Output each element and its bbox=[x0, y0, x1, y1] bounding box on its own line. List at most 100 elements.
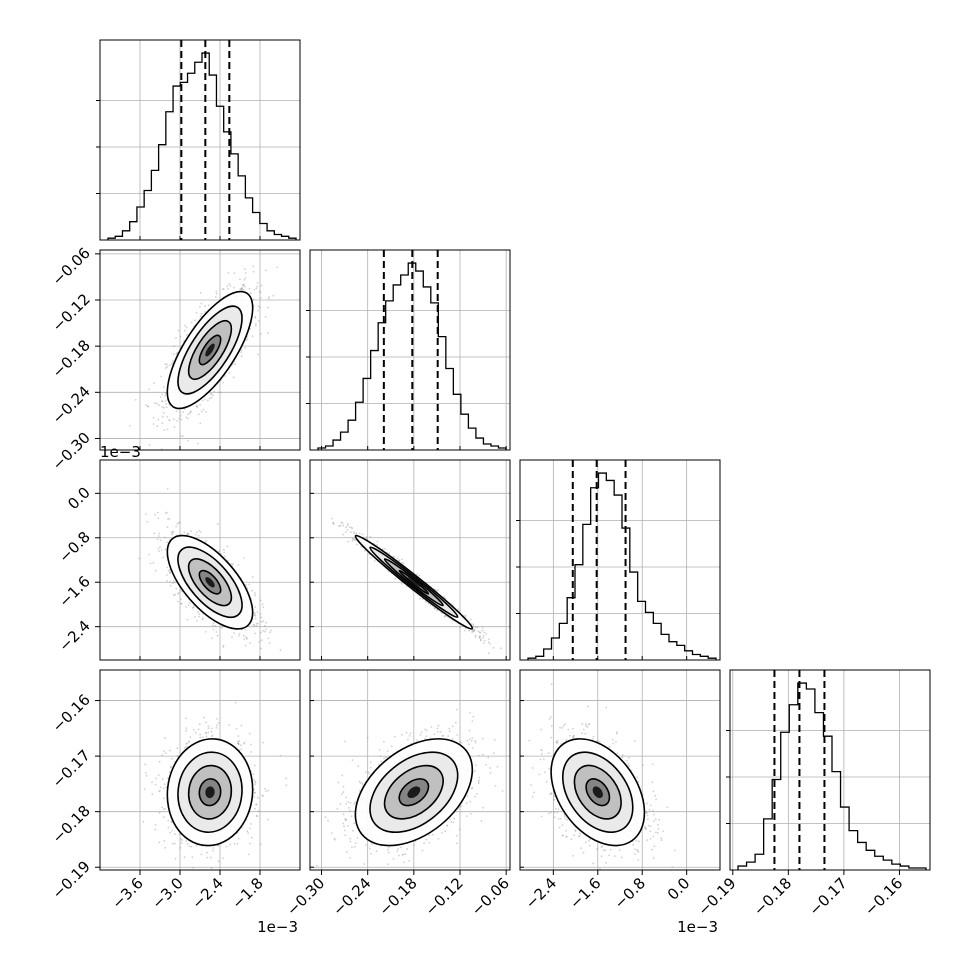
sample-point bbox=[217, 523, 219, 525]
sample-point bbox=[262, 606, 264, 608]
sample-point bbox=[222, 646, 224, 648]
sample-point bbox=[260, 648, 262, 650]
sample-point bbox=[168, 419, 170, 421]
sample-point bbox=[218, 860, 220, 862]
sample-point bbox=[167, 526, 169, 528]
sample-point bbox=[198, 613, 200, 615]
sample-point bbox=[248, 584, 250, 586]
sample-point bbox=[185, 417, 187, 419]
sample-point bbox=[444, 616, 446, 618]
sample-point bbox=[245, 272, 247, 274]
sample-point bbox=[261, 639, 263, 641]
sample-point bbox=[200, 315, 202, 317]
sample-point bbox=[211, 397, 213, 399]
density-content bbox=[100, 460, 300, 664]
sample-point bbox=[401, 583, 403, 585]
sample-point bbox=[165, 548, 167, 550]
sample-point bbox=[258, 320, 260, 322]
sample-point bbox=[184, 325, 186, 327]
sample-point bbox=[158, 550, 160, 552]
sample-point bbox=[229, 844, 231, 846]
sample-point bbox=[237, 735, 239, 737]
sample-point bbox=[177, 601, 179, 603]
sample-point bbox=[240, 351, 242, 353]
sample-point bbox=[153, 417, 155, 419]
sample-point bbox=[342, 534, 344, 536]
sample-point bbox=[269, 632, 271, 634]
sample-point bbox=[185, 743, 187, 745]
sample-point bbox=[191, 322, 193, 324]
sample-point bbox=[212, 395, 214, 397]
sample-point bbox=[244, 286, 246, 288]
sample-point bbox=[253, 612, 255, 614]
sample-point bbox=[216, 291, 218, 293]
sample-point bbox=[200, 854, 202, 856]
sample-point bbox=[364, 550, 366, 552]
density-panel-1-0 bbox=[100, 250, 300, 450]
sample-point bbox=[254, 633, 256, 635]
sample-point bbox=[249, 642, 251, 644]
sample-point bbox=[356, 544, 358, 546]
sample-point bbox=[163, 788, 165, 790]
sample-point bbox=[173, 418, 175, 420]
sample-point bbox=[180, 603, 182, 605]
sample-point bbox=[164, 737, 166, 739]
sample-point bbox=[164, 537, 166, 539]
sample-point bbox=[472, 625, 474, 627]
sample-point bbox=[253, 271, 255, 273]
sample-point bbox=[185, 606, 187, 608]
sample-point bbox=[269, 642, 271, 644]
sample-point bbox=[353, 533, 355, 535]
sample-point bbox=[174, 594, 176, 596]
sample-point bbox=[247, 832, 249, 834]
sample-point bbox=[244, 268, 246, 270]
sample-point bbox=[202, 617, 204, 619]
sample-point bbox=[177, 593, 179, 595]
sample-point bbox=[237, 564, 239, 566]
sample-point bbox=[457, 609, 459, 611]
sample-point bbox=[150, 563, 152, 565]
sample-point bbox=[254, 289, 256, 291]
sample-point bbox=[268, 298, 270, 300]
sample-point bbox=[238, 635, 240, 637]
sample-point bbox=[227, 546, 229, 548]
sample-point bbox=[197, 611, 199, 613]
sample-point bbox=[223, 288, 225, 290]
sample-point bbox=[163, 750, 165, 752]
sample-point bbox=[255, 615, 257, 617]
sample-point bbox=[276, 267, 278, 269]
sample-point bbox=[251, 837, 253, 839]
sample-point bbox=[161, 400, 163, 402]
sample-point bbox=[153, 423, 155, 425]
sample-point bbox=[211, 731, 213, 733]
sample-point bbox=[202, 400, 204, 402]
sample-point bbox=[245, 584, 247, 586]
sample-point bbox=[227, 288, 229, 290]
sample-point bbox=[212, 625, 214, 627]
sample-point bbox=[259, 641, 261, 643]
sample-point bbox=[146, 521, 148, 523]
sample-point bbox=[192, 607, 194, 609]
sample-point bbox=[163, 412, 165, 414]
sample-point bbox=[167, 416, 169, 418]
sample-point bbox=[129, 425, 131, 427]
sample-point bbox=[199, 306, 201, 308]
sample-point bbox=[262, 630, 264, 632]
sample-point bbox=[199, 404, 201, 406]
sample-point bbox=[362, 534, 364, 536]
sample-point bbox=[260, 613, 262, 615]
sample-point bbox=[264, 631, 266, 633]
sample-point bbox=[245, 277, 247, 279]
sample-point bbox=[249, 288, 251, 290]
sample-point bbox=[416, 573, 418, 575]
sample-point bbox=[482, 630, 484, 632]
sample-point bbox=[192, 867, 194, 869]
sample-point bbox=[154, 402, 156, 404]
sample-point bbox=[267, 637, 269, 639]
sample-point bbox=[175, 588, 177, 590]
sample-point bbox=[153, 532, 155, 534]
sample-point bbox=[215, 296, 217, 298]
sample-point bbox=[165, 403, 167, 405]
sample-point bbox=[169, 365, 171, 367]
sample-point bbox=[253, 779, 255, 781]
